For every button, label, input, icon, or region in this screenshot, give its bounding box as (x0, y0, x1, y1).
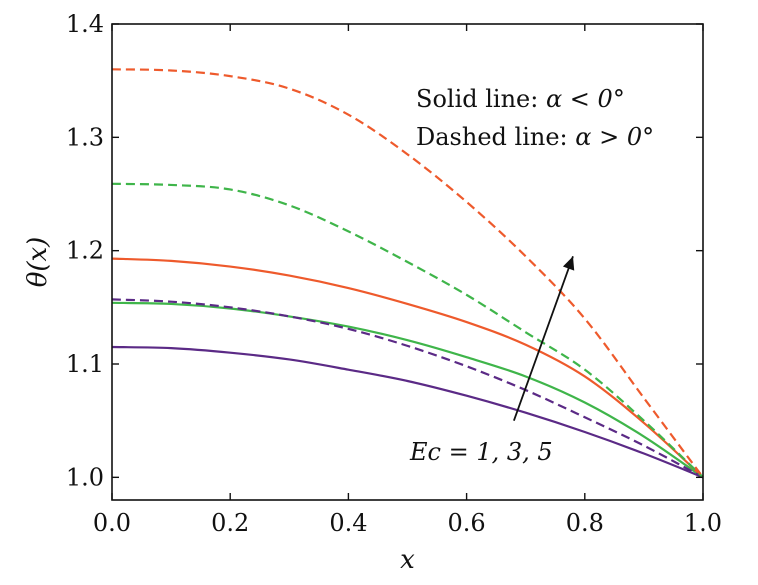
legend-line-dashed: Dashed line: α > 0° (416, 123, 654, 151)
y-tick-label: 1.4 (66, 10, 104, 38)
x-tick-label: 0.4 (329, 509, 367, 537)
series-line-solid-2 (111, 301, 704, 479)
annotation-arrow (513, 256, 574, 421)
legend-line-solid: Solid line: α < 0° (416, 85, 625, 113)
x-axis-label: x (400, 545, 415, 575)
x-tick-label: 0.0 (93, 509, 131, 537)
y-tick-label: 1.1 (66, 350, 104, 378)
series-line-solid-3 (111, 257, 704, 479)
legend-note: Solid line: α < 0° Dashed line: α > 0° (416, 85, 654, 151)
annotation: Ec = 1, 3, 5 (409, 256, 575, 466)
x-tick-label: 1.0 (684, 509, 722, 537)
y-tick-label: 1.0 (66, 463, 104, 491)
ec-annotation-label: Ec = 1, 3, 5 (409, 438, 553, 466)
x-tick-label: 0.6 (448, 509, 486, 537)
series-line-dashed-3 (111, 68, 704, 478)
series-layer (111, 68, 704, 479)
series-line-dashed-1 (111, 298, 704, 479)
annotation-arrowhead (562, 256, 575, 271)
y-tick-label: 1.2 (66, 237, 104, 265)
axes-layer: 0.0 0.2 0.4 0.6 0.8 1.0 1.0 1.1 1.2 1.3 1.4 (66, 10, 722, 537)
series-line-solid-1 (111, 345, 704, 479)
series-line-dashed-2 (111, 182, 704, 479)
plot-frame (111, 23, 704, 501)
y-axis-label: θ(x) (23, 237, 53, 288)
y-tick-label: 1.3 (66, 123, 104, 151)
x-tick-label: 0.8 (566, 509, 604, 537)
x-tick-label: 0.2 (211, 509, 249, 537)
